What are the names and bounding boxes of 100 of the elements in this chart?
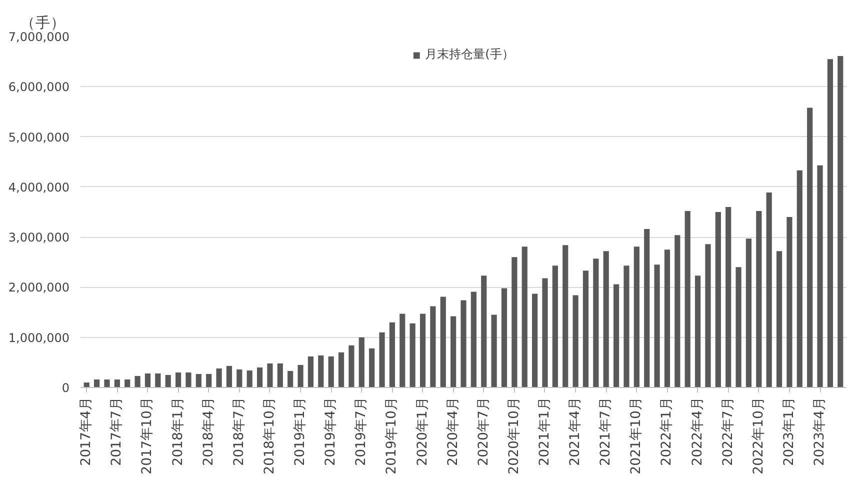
bar xyxy=(308,356,314,388)
x-tick-label: 2020年7月 xyxy=(476,397,492,466)
x-tick-label: 2023年1月 xyxy=(782,397,797,466)
bar xyxy=(694,276,701,388)
y-tick-label: 7,000,000 xyxy=(8,30,70,44)
bar xyxy=(318,355,324,388)
x-tick-label: 2022年4月 xyxy=(690,397,706,466)
x-tick-label: 2019年10月 xyxy=(384,397,400,474)
y-tick-label: 4,000,000 xyxy=(8,180,70,194)
bar xyxy=(267,363,273,388)
bar xyxy=(501,288,508,388)
bar xyxy=(246,370,252,388)
bar xyxy=(226,366,232,388)
bar xyxy=(206,374,212,388)
x-tick-label: 2022年1月 xyxy=(660,397,675,466)
bar xyxy=(756,210,762,388)
x-tick-label: 2018年4月 xyxy=(201,397,216,466)
y-tick-label: 5,000,000 xyxy=(8,130,70,144)
bar xyxy=(165,374,171,388)
bar xyxy=(776,251,782,388)
bar xyxy=(674,235,680,388)
bar xyxy=(838,56,844,388)
y-axis-title: （手） xyxy=(20,14,66,32)
x-tick-label: 2021年4月 xyxy=(568,397,584,466)
bar xyxy=(766,192,772,388)
x-tick-label: 2020年4月 xyxy=(446,397,461,466)
bar xyxy=(338,352,344,388)
x-tick-label: 2018年7月 xyxy=(232,397,247,466)
bar xyxy=(440,296,446,388)
x-tick-label: 2018年10月 xyxy=(262,397,278,474)
x-tick-label: 2022年7月 xyxy=(720,397,736,466)
bar xyxy=(400,314,406,388)
bar xyxy=(684,210,690,388)
bar xyxy=(348,345,354,388)
x-tick-label: 2017年7月 xyxy=(110,397,125,466)
bar xyxy=(593,258,599,388)
bar xyxy=(582,270,589,388)
bar xyxy=(552,266,558,388)
bar xyxy=(155,373,161,388)
bar xyxy=(175,372,182,388)
y-tick-label: 0 xyxy=(62,381,70,395)
bar xyxy=(298,364,304,388)
x-tick-label: 2019年4月 xyxy=(324,397,339,466)
bar xyxy=(410,323,416,388)
bar xyxy=(705,244,711,388)
y-tick-label: 1,000,000 xyxy=(8,330,70,345)
y-tick-label: 2,000,000 xyxy=(8,280,70,295)
bar xyxy=(420,314,426,388)
bar xyxy=(634,246,640,388)
bar xyxy=(644,229,650,388)
bar xyxy=(186,372,192,388)
x-tick-label: 2022年10月 xyxy=(751,397,766,474)
x-tick-label: 2021年7月 xyxy=(598,397,614,466)
bar xyxy=(470,292,476,388)
x-tick-label: 2019年1月 xyxy=(293,397,308,466)
x-tick-label: 2021年1月 xyxy=(537,397,552,466)
bar xyxy=(532,294,538,388)
x-tick-label: 2020年10月 xyxy=(506,397,522,474)
x-tick-label: 2019年7月 xyxy=(354,397,370,466)
bar xyxy=(450,316,456,388)
bar xyxy=(144,373,151,388)
bar xyxy=(512,257,518,388)
bar xyxy=(562,245,568,388)
bar xyxy=(389,322,395,388)
bar xyxy=(715,212,721,388)
bar xyxy=(817,165,823,388)
bar xyxy=(654,264,660,388)
bar xyxy=(613,284,620,388)
bar xyxy=(288,370,294,388)
bar xyxy=(369,348,375,388)
x-tick-label: 2021年10月 xyxy=(629,397,644,474)
bar xyxy=(104,379,110,388)
bar xyxy=(807,108,813,388)
bar xyxy=(430,306,436,388)
bar xyxy=(572,295,578,388)
bar xyxy=(827,59,834,388)
bar xyxy=(726,206,732,388)
bar xyxy=(746,238,752,388)
bar xyxy=(196,374,202,388)
bar xyxy=(736,267,742,388)
bar xyxy=(379,332,385,388)
bar xyxy=(124,379,130,388)
x-tick-label: 2017年4月 xyxy=(79,397,94,466)
x-tick-label: 2017年10月 xyxy=(140,397,156,474)
bar xyxy=(542,278,548,388)
bar xyxy=(786,217,792,388)
y-tick-label: 3,000,000 xyxy=(8,230,70,245)
bar xyxy=(664,250,670,388)
legend-label: 月末持仓量(手） xyxy=(425,46,514,63)
bar xyxy=(481,276,487,388)
bar xyxy=(256,367,263,388)
bar xyxy=(796,170,802,388)
x-tick-label: 2018年1月 xyxy=(170,397,186,466)
bar xyxy=(94,379,100,388)
bar xyxy=(603,251,609,388)
bar xyxy=(328,356,334,388)
x-tick-label: 2020年1月 xyxy=(415,397,430,466)
y-tick-label: 6,000,000 xyxy=(8,80,70,94)
bar xyxy=(216,368,222,388)
bar xyxy=(624,266,630,388)
